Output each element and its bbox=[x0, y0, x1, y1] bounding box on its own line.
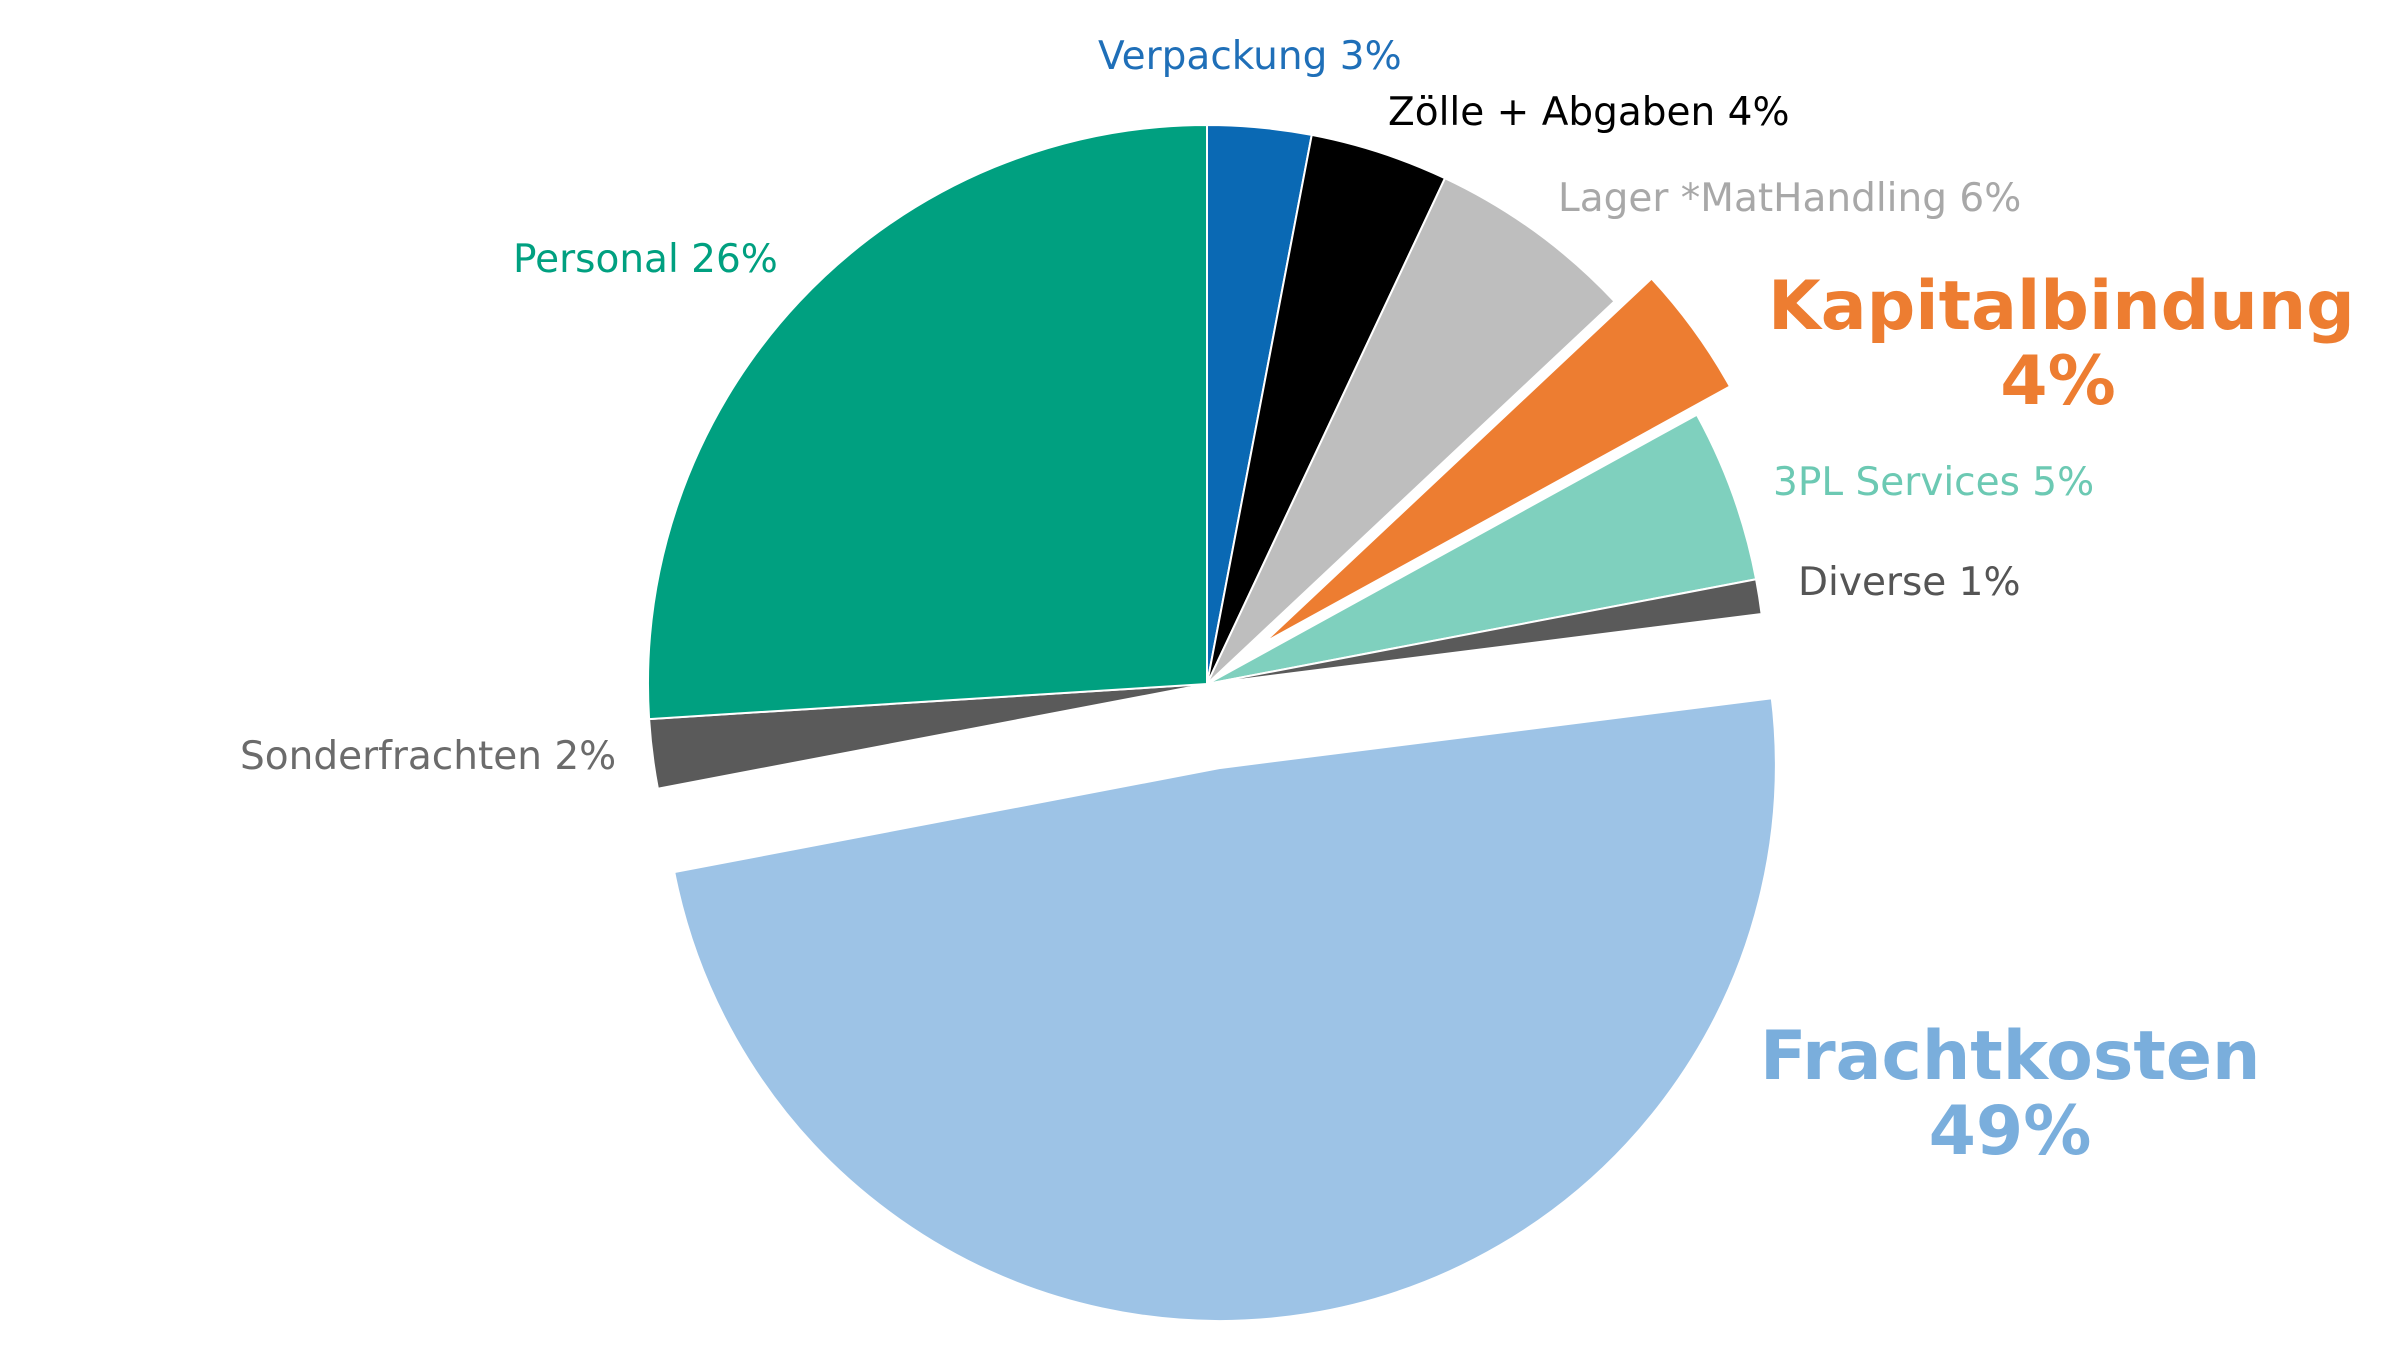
slice-3pl-services bbox=[1206, 413, 1758, 685]
slice-frachtkosten bbox=[666, 690, 1783, 1328]
label-frachtkosten-value: 49% bbox=[1928, 1091, 2092, 1171]
label-lager-mathandling: Lager *MatHandling 6% bbox=[1558, 176, 2022, 221]
label-frachtkosten-name: Frachtkosten bbox=[1760, 1017, 2261, 1096]
label-zoelle-abgaben: Zölle + Abgaben 4% bbox=[1388, 90, 1790, 135]
slice-personal bbox=[647, 123, 1208, 721]
label-personal: Personal 26% bbox=[513, 237, 778, 282]
slice-lager-mathandling bbox=[1206, 176, 1616, 685]
label-diverse: Diverse 1% bbox=[1798, 560, 2021, 605]
label-kapitalbindung-name: Kapitalbindung bbox=[1768, 267, 2355, 346]
label-kapitalbindung: Kapitalbindung 4% bbox=[1768, 267, 2355, 421]
slice-diverse bbox=[1206, 578, 1763, 685]
label-kapitalbindung-value: 4% bbox=[2000, 341, 2116, 421]
label-3pl-services: 3PL Services 5% bbox=[1773, 460, 2095, 505]
label-sonderfrachten: Sonderfrachten 2% bbox=[240, 734, 617, 779]
label-frachtkosten: Frachtkosten 49% bbox=[1760, 1017, 2261, 1171]
slice-kapitalbindung bbox=[1241, 268, 1740, 661]
label-verpackung: Verpackung 3% bbox=[1098, 34, 1402, 79]
